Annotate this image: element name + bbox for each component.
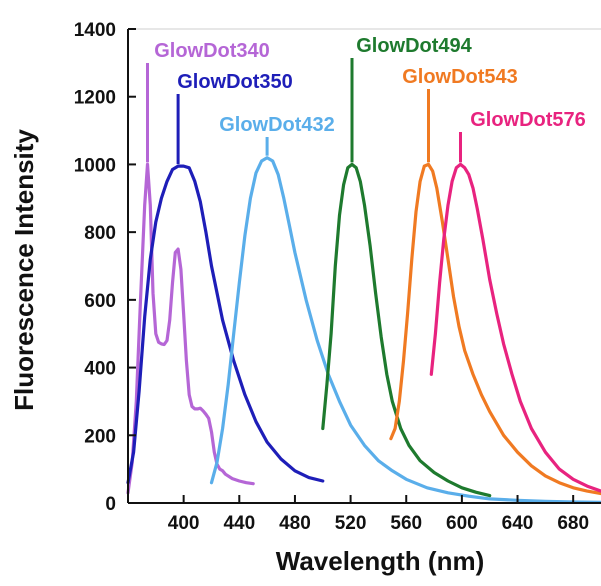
y-tick-label-600: 600 <box>84 291 116 312</box>
axes-layer: 0 200 400 600 800 1000 1200 1400 400 440 480 520 560… <box>74 20 601 534</box>
series-label-glowdot340: GlowDot340 <box>154 40 270 62</box>
series-layer <box>126 156 601 504</box>
x-tick-label-440: 440 <box>223 513 255 534</box>
x-tick-label-480: 480 <box>279 513 311 534</box>
series-line-glowdot350 <box>126 164 325 485</box>
series-label-glowdot543: GlowDot543 <box>402 66 518 88</box>
series-label-layer: GlowDot340 GlowDot350 GlowDot432 GlowDot494… <box>146 35 586 165</box>
y-tick-label-800: 800 <box>84 223 116 244</box>
series-line-glowdot576 <box>429 162 601 493</box>
x-tick-label-600: 600 <box>446 513 478 534</box>
y-tick-label-1400: 1400 <box>74 20 116 41</box>
series-label-glowdot350: GlowDot350 <box>177 71 293 93</box>
y-tick-label-400: 400 <box>84 359 116 380</box>
x-tick-label-400: 400 <box>168 513 200 534</box>
series-label-glowdot576: GlowDot576 <box>470 109 586 131</box>
x-tick-label-560: 560 <box>390 513 422 534</box>
y-tick-label-200: 200 <box>84 426 116 447</box>
x-tick-label-640: 640 <box>502 513 534 534</box>
y-tick-label-1000: 1000 <box>74 155 116 176</box>
y-axis-title: Fluorescence Intensity <box>9 129 39 411</box>
series-label-glowdot432: GlowDot432 <box>219 114 335 136</box>
x-tick-label-680: 680 <box>557 513 589 534</box>
series-line-glowdot494 <box>321 162 492 498</box>
series-line-glowdot340 <box>126 162 255 495</box>
series-line-glowdot543 <box>389 162 601 496</box>
x-axis-title: Wavelength (nm) <box>276 546 484 576</box>
y-tick-label-1200: 1200 <box>74 88 116 109</box>
y-tick-label-0: 0 <box>105 494 116 515</box>
series-label-glowdot494: GlowDot494 <box>356 35 472 57</box>
x-tick-label-520: 520 <box>335 513 367 534</box>
